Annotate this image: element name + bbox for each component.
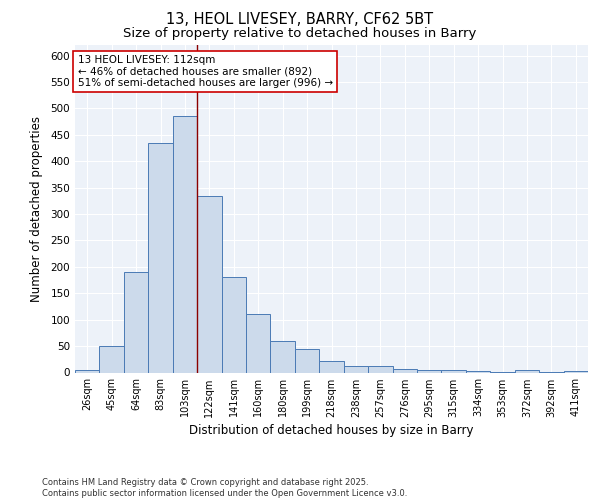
- Y-axis label: Number of detached properties: Number of detached properties: [31, 116, 43, 302]
- Bar: [271, 341, 295, 372]
- Text: 13 HEOL LIVESEY: 112sqm
← 46% of detached houses are smaller (892)
51% of semi-d: 13 HEOL LIVESEY: 112sqm ← 46% of detache…: [77, 55, 332, 88]
- Bar: [75, 370, 100, 372]
- Bar: [148, 142, 173, 372]
- Bar: [221, 278, 246, 372]
- Bar: [124, 272, 148, 372]
- Bar: [368, 366, 392, 372]
- Bar: [442, 370, 466, 372]
- Bar: [246, 314, 271, 372]
- X-axis label: Distribution of detached houses by size in Barry: Distribution of detached houses by size …: [189, 424, 474, 437]
- Bar: [319, 361, 344, 372]
- Bar: [417, 370, 442, 372]
- Bar: [515, 370, 539, 372]
- Bar: [392, 369, 417, 372]
- Bar: [295, 348, 319, 372]
- Bar: [344, 366, 368, 372]
- Text: Size of property relative to detached houses in Barry: Size of property relative to detached ho…: [124, 28, 476, 40]
- Bar: [197, 196, 221, 372]
- Bar: [173, 116, 197, 372]
- Text: 13, HEOL LIVESEY, BARRY, CF62 5BT: 13, HEOL LIVESEY, BARRY, CF62 5BT: [166, 12, 434, 28]
- Bar: [563, 371, 588, 372]
- Text: Contains HM Land Registry data © Crown copyright and database right 2025.
Contai: Contains HM Land Registry data © Crown c…: [42, 478, 407, 498]
- Bar: [100, 346, 124, 372]
